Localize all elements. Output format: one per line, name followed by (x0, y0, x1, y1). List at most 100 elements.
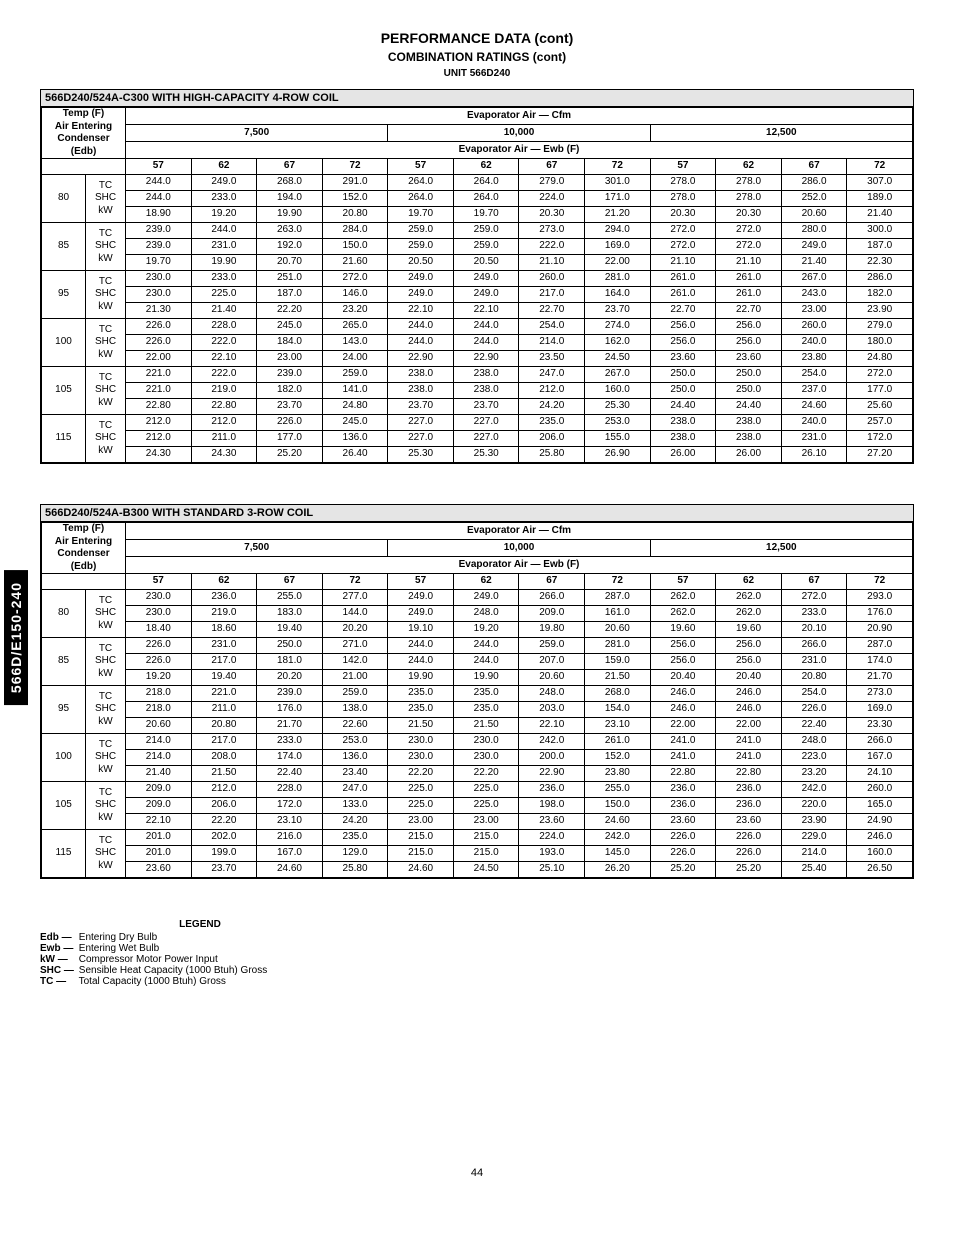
data-cell: 26.50 (847, 862, 913, 878)
data-cell: 152.0 (322, 191, 388, 207)
data-cell: 262.0 (716, 606, 782, 622)
data-cell: 22.10 (126, 814, 192, 830)
data-cell: 235.0 (322, 830, 388, 846)
data-cell: 256.0 (650, 638, 716, 654)
data-cell: 263.0 (257, 223, 323, 239)
data-cell: 19.90 (388, 670, 454, 686)
data-cell: 172.0 (257, 798, 323, 814)
ewb-col-header: 67 (519, 574, 585, 590)
cfm-group-header: 12,500 (650, 125, 912, 142)
data-cell: 189.0 (847, 191, 913, 207)
data-cell: 226.0 (257, 415, 323, 431)
data-cell: 159.0 (585, 654, 651, 670)
temp-cell: 115 (42, 415, 86, 463)
data-cell: 259.0 (453, 239, 519, 255)
data-cell: 177.0 (847, 383, 913, 399)
data-cell: 225.0 (453, 782, 519, 798)
data-cell: 226.0 (650, 830, 716, 846)
temp-cell: 80 (42, 175, 86, 223)
data-cell: 261.0 (716, 287, 782, 303)
data-cell: 20.80 (781, 670, 847, 686)
data-cell: 215.0 (388, 830, 454, 846)
data-cell: 273.0 (847, 686, 913, 702)
data-cell: 294.0 (585, 223, 651, 239)
data-cell: 230.0 (126, 271, 192, 287)
temp-cell: 85 (42, 223, 86, 271)
ewb-col-header: 67 (519, 159, 585, 175)
data-cell: 229.0 (781, 830, 847, 846)
data-cell: 218.0 (126, 702, 192, 718)
data-cell: 245.0 (322, 415, 388, 431)
data-cell: 217.0 (191, 654, 257, 670)
data-cell: 19.80 (519, 622, 585, 638)
data-cell: 23.00 (388, 814, 454, 830)
data-cell: 226.0 (126, 654, 192, 670)
data-cell: 25.20 (257, 447, 323, 463)
ewb-col-header: 67 (257, 574, 323, 590)
legend-row: kW — Compressor Motor Power Input (40, 954, 914, 965)
data-cell: 26.20 (585, 862, 651, 878)
data-cell: 19.20 (126, 670, 192, 686)
data-cell: 21.40 (781, 255, 847, 271)
data-cell: 20.60 (585, 622, 651, 638)
data-cell: 286.0 (847, 271, 913, 287)
data-cell: 160.0 (585, 383, 651, 399)
ewb-col-header: 62 (453, 574, 519, 590)
data-cell: 244.0 (388, 654, 454, 670)
data-cell: 236.0 (650, 782, 716, 798)
metric-cell: TCSHCkW (86, 367, 126, 415)
data-cell: 216.0 (257, 830, 323, 846)
data-cell: 244.0 (453, 335, 519, 351)
ewb-col-header: 62 (716, 159, 782, 175)
data-cell: 215.0 (453, 846, 519, 862)
data-cell: 222.0 (191, 367, 257, 383)
data-cell: 24.20 (322, 814, 388, 830)
data-cell: 278.0 (716, 175, 782, 191)
data-cell: 19.60 (716, 622, 782, 638)
data-cell: 233.0 (191, 191, 257, 207)
legend-row: SHC — Sensible Heat Capacity (1000 Btuh)… (40, 965, 914, 976)
data-cell: 291.0 (322, 175, 388, 191)
data-cell: 300.0 (847, 223, 913, 239)
ewb-col-header: 57 (388, 159, 454, 175)
metric-cell: TCSHCkW (86, 271, 126, 319)
data-cell: 21.30 (126, 303, 192, 319)
data-cell: 262.0 (650, 606, 716, 622)
metric-cell: TCSHCkW (86, 175, 126, 223)
data-cell: 278.0 (650, 175, 716, 191)
data-cell: 161.0 (585, 606, 651, 622)
cfm-group-header: 12,500 (650, 540, 912, 557)
temp-cell: 100 (42, 734, 86, 782)
data-cell: 187.0 (257, 287, 323, 303)
data-cell: 250.0 (650, 383, 716, 399)
data-cell: 136.0 (322, 431, 388, 447)
data-cell: 129.0 (322, 846, 388, 862)
data-cell: 206.0 (191, 798, 257, 814)
data-cell: 21.00 (322, 670, 388, 686)
tables-container: 566D240/524A-C300 WITH HIGH-CAPACITY 4-R… (40, 89, 914, 879)
data-cell: 23.80 (585, 766, 651, 782)
ewb-col-header: 62 (453, 159, 519, 175)
evap-cfm-header: Evaporator Air — Cfm (126, 108, 913, 125)
data-cell: 23.60 (650, 814, 716, 830)
data-cell: 244.0 (388, 335, 454, 351)
data-cell: 20.20 (322, 622, 388, 638)
data-cell: 21.50 (191, 766, 257, 782)
data-cell: 279.0 (519, 175, 585, 191)
ewb-col-header: 72 (322, 574, 388, 590)
data-cell: 214.0 (519, 335, 585, 351)
data-cell: 223.0 (781, 750, 847, 766)
temp-cell: 95 (42, 686, 86, 734)
data-cell: 301.0 (585, 175, 651, 191)
data-cell: 226.0 (716, 846, 782, 862)
data-cell: 278.0 (716, 191, 782, 207)
data-cell: 215.0 (453, 830, 519, 846)
data-cell: 281.0 (585, 271, 651, 287)
data-cell: 230.0 (453, 750, 519, 766)
data-cell: 23.30 (847, 718, 913, 734)
data-cell: 244.0 (191, 223, 257, 239)
data-cell: 182.0 (847, 287, 913, 303)
data-cell: 244.0 (453, 654, 519, 670)
data-cell: 262.0 (716, 590, 782, 606)
data-cell: 230.0 (388, 750, 454, 766)
